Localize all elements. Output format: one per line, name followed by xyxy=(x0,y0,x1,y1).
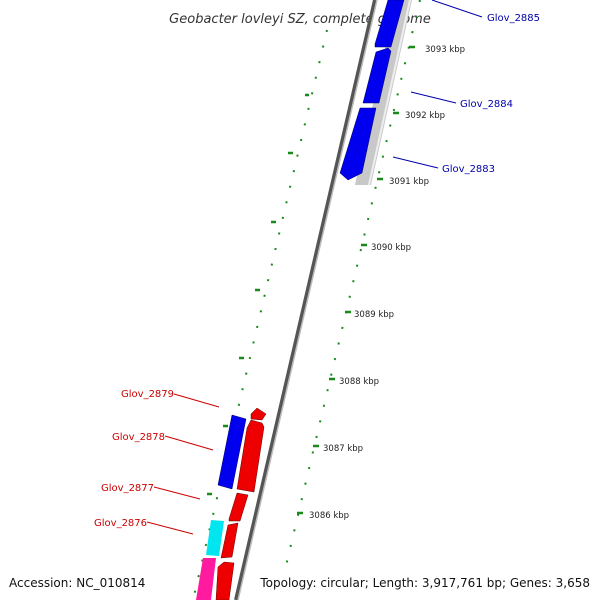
gene-glov-2883[interactable] xyxy=(339,107,377,181)
scale-tick-label: 3088 kbp xyxy=(339,377,379,387)
scale-major-ticks xyxy=(297,45,415,515)
scale-ring xyxy=(284,0,421,571)
accession-text: Accession: NC_010814 xyxy=(9,576,145,590)
inner-tick-ring xyxy=(192,29,328,600)
highlight-track-edge xyxy=(368,0,411,186)
gene-glov-2884[interactable] xyxy=(362,47,392,104)
label-leader-2877 xyxy=(153,486,201,500)
genome-backbone-highlight xyxy=(237,0,378,600)
gene-label-glov-2884[interactable]: Glov_2884 xyxy=(460,99,513,110)
gene-label-glov-2878[interactable]: Glov_2878 xyxy=(112,432,165,443)
scale-tick-label: 3087 kbp xyxy=(323,444,363,454)
top-genes xyxy=(339,0,405,181)
gene-glov-2876-red[interactable] xyxy=(220,522,239,559)
gene-label-glov-2885[interactable]: Glov_2885 xyxy=(487,13,540,24)
scale-tick-label: 3089 kbp xyxy=(354,310,394,320)
scale-tick-label: 3090 kbp xyxy=(371,243,411,253)
genome-title: Geobacter lovleyi SZ, complete genome xyxy=(169,12,431,27)
label-leader-2878 xyxy=(164,435,214,451)
scale-tick-label: 3091 kbp xyxy=(389,177,429,187)
bottom-gene-labels: Glov_2879 Glov_2878 Glov_2877 Glov_2876 xyxy=(94,389,220,535)
gene-magenta[interactable] xyxy=(196,558,216,600)
bottom-genes xyxy=(196,407,267,600)
gene-bottom-red[interactable] xyxy=(215,561,235,600)
gene-glov-2877[interactable] xyxy=(228,492,249,522)
label-leader-2884 xyxy=(410,91,457,104)
label-leader-2876 xyxy=(146,521,194,535)
gene-label-glov-2877[interactable]: Glov_2877 xyxy=(101,483,154,494)
genome-backbone xyxy=(234,0,377,600)
gene-small-red[interactable] xyxy=(250,407,267,421)
scale-tick-label: 3092 kbp xyxy=(405,111,445,121)
gene-glov-2879-red[interactable] xyxy=(236,419,265,493)
label-leader-2885 xyxy=(431,0,483,18)
inner-major-ticks xyxy=(207,93,309,496)
gene-label-glov-2883[interactable]: Glov_2883 xyxy=(442,164,495,175)
label-leader-2879 xyxy=(173,393,220,408)
gene-glov-2879[interactable] xyxy=(217,414,247,490)
gene-glov-2885[interactable] xyxy=(374,0,405,48)
gene-label-glov-2876[interactable]: Glov_2876 xyxy=(94,518,147,529)
scale-tick-label: 3086 kbp xyxy=(309,511,349,521)
topology-summary-text: Topology: circular; Length: 3,917,761 bp… xyxy=(259,576,590,590)
scale-tick-labels: 3086 kbp 3087 kbp 3088 kbp 3089 kbp 3090… xyxy=(309,45,465,521)
top-gene-labels: Glov_2885 Glov_2884 Glov_2883 xyxy=(392,0,540,175)
scale-tick-label: 3093 kbp xyxy=(425,45,465,55)
gene-glov-2876-cyan[interactable] xyxy=(206,520,224,556)
label-leader-2883 xyxy=(392,156,439,169)
gene-label-glov-2879[interactable]: Glov_2879 xyxy=(121,389,174,400)
